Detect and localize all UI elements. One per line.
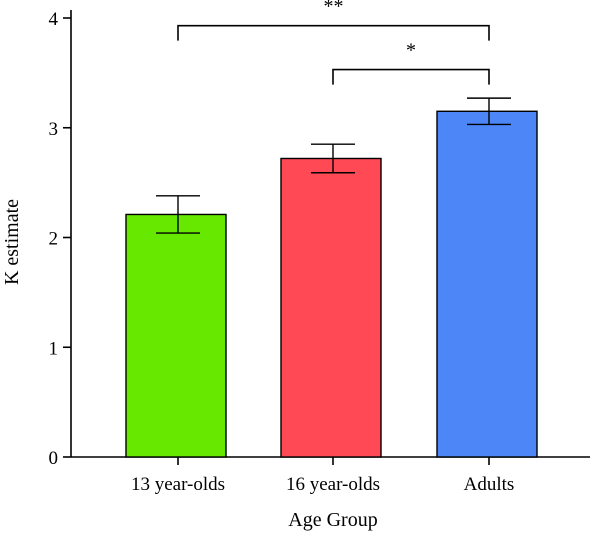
error-bar (311, 143, 355, 174)
error-bar (156, 195, 200, 234)
error-bars (156, 97, 511, 234)
significance-brackets: *** (177, 0, 490, 85)
y-axis-title: K estimate (1, 199, 23, 285)
y-tick-label: 3 (49, 119, 59, 140)
significance-bracket (177, 24, 490, 41)
x-tick-label: 13 year-olds (131, 474, 225, 495)
error-bar (467, 97, 511, 126)
axes: 0 1 2 3 4 13 year-olds 16 year-olds Adults (49, 9, 590, 495)
y-tick-label: 1 (49, 338, 59, 359)
significance-label: * (406, 40, 416, 62)
bars (125, 110, 538, 458)
x-axis-title: Age Group (288, 509, 377, 531)
x-tick-label: Adults (464, 474, 515, 495)
bar (280, 157, 382, 458)
bar (436, 110, 538, 458)
y-tick-label: 0 (49, 448, 59, 469)
significance-bracket (332, 68, 490, 85)
y-tick-label: 4 (49, 9, 59, 30)
x-tick-label: 16 year-olds (286, 474, 380, 495)
y-tick-label: 2 (49, 229, 59, 250)
significance-label: ** (324, 0, 344, 18)
bar (125, 213, 227, 458)
